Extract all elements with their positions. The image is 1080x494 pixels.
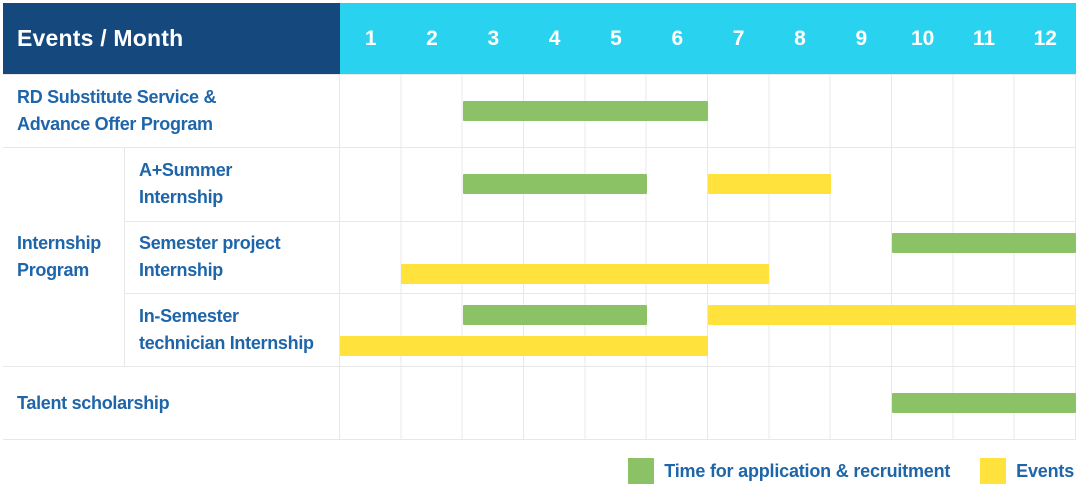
internship-program-group: Internship Program A+Summer Internship S… (3, 147, 1076, 366)
event-period-bar (708, 305, 1076, 326)
row-label-line: Semester project (139, 233, 281, 254)
application-period-bar (462, 305, 647, 326)
row-label: Semester project Internship (125, 221, 340, 294)
row-label: A+Summer Internship (125, 148, 340, 221)
event-period-bar (708, 174, 831, 194)
application-period-bar (892, 232, 1076, 253)
month-header-cell: 9 (855, 26, 868, 50)
legend-events-label: Events (1016, 460, 1074, 481)
legend-application-label: Time for application & recruitment (664, 460, 951, 481)
application-period-bar (892, 393, 1076, 413)
group-label-line: Program (17, 260, 89, 280)
row-label-line: Talent scholarship (17, 392, 170, 413)
subrow-a-summer-internship: A+Summer Internship (125, 148, 1076, 221)
table-header-row: Events / Month 1 2 3 4 5 6 7 8 9 10 11 1… (3, 3, 1076, 74)
row-label-line: A+Summer (139, 160, 233, 181)
row-label: RD Substitute Service & Advance Offer Pr… (3, 75, 340, 147)
legend-events-swatch (980, 458, 1007, 484)
month-header-cell: 4 (548, 26, 561, 50)
event-period-bar (340, 336, 708, 357)
month-header-cell: 7 (732, 26, 745, 50)
row-label-line: Internship (139, 187, 224, 208)
row-label-line: RD Substitute Service & (17, 87, 217, 107)
month-header-cell: 6 (671, 26, 684, 50)
month-header-cell: 1 (364, 26, 377, 50)
row-label-line: Advance Offer Program (17, 114, 213, 134)
group-label-line: Internship (17, 233, 102, 253)
row-rd-substitute-service: RD Substitute Service & Advance Offer Pr… (3, 74, 1076, 147)
row-label: Talent scholarship (3, 367, 340, 439)
events-month-header: Events / Month (3, 3, 340, 74)
month-header-cell: 5 (610, 26, 622, 50)
row-label-line: In-Semester (139, 306, 239, 327)
month-header-row: 1 2 3 4 5 6 7 8 9 10 11 12 (340, 3, 1076, 74)
internship-sub-rows: A+Summer Internship Semester project Int… (125, 148, 1076, 366)
row-talent-scholarship: Talent scholarship (3, 366, 1076, 439)
month-header-cell: 10 (910, 26, 935, 50)
chart-cell (340, 294, 1076, 366)
application-period-bar (462, 174, 647, 194)
row-label-line: technician Internship (139, 333, 314, 354)
chart-cell (340, 221, 1076, 294)
legend: Time for application & recruitment Event… (628, 458, 1074, 484)
chart-cell (340, 367, 1076, 439)
month-header-cell: 12 (1033, 26, 1057, 50)
month-header-cell: 2 (426, 26, 438, 50)
month-header-cell: 8 (794, 26, 806, 50)
group-label-internship-program: Internship Program (3, 148, 125, 366)
gantt-table: Events / Month 1 2 3 4 5 6 7 8 9 10 11 1… (3, 3, 1076, 440)
month-header-cell: 3 (487, 26, 500, 50)
legend-application-swatch (628, 458, 655, 484)
subrow-in-semester-technician-internship: In-Semester technician Internship (125, 293, 1076, 366)
subrow-semester-project-internship: Semester project Internship (125, 220, 1076, 294)
chart-cell (340, 148, 1076, 221)
chart-cell (340, 75, 1076, 147)
row-label: In-Semester technician Internship (125, 294, 340, 366)
row-label-line: Internship (139, 260, 224, 281)
application-period-bar (462, 101, 708, 121)
event-period-bar (401, 263, 770, 284)
month-header-cell: 11 (972, 26, 996, 50)
